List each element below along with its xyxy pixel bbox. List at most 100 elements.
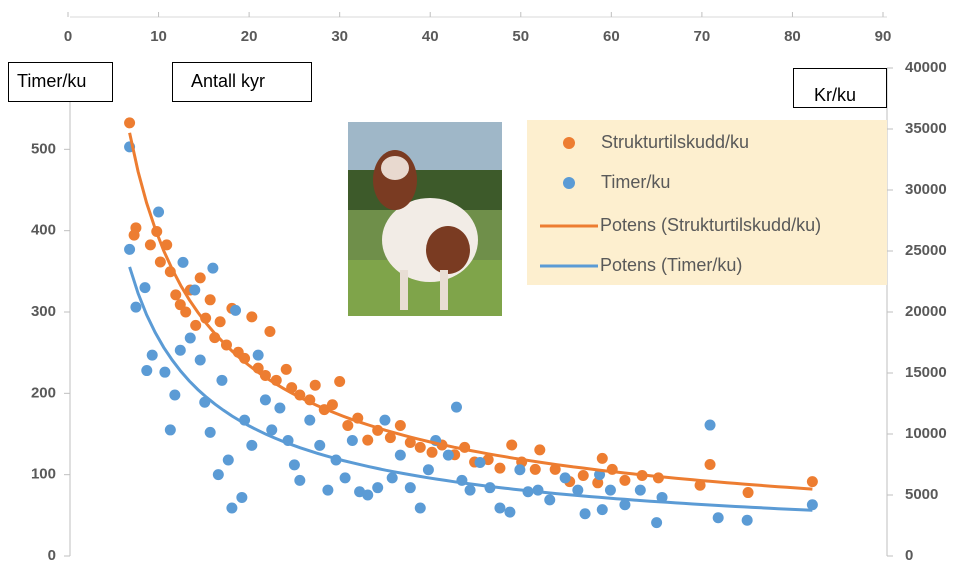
- legend-label: Potens (Timer/ku): [600, 255, 742, 275]
- point: [579, 508, 591, 520]
- point: [164, 424, 176, 436]
- point: [422, 464, 434, 476]
- point: [404, 482, 416, 494]
- point: [141, 365, 153, 377]
- point: [214, 316, 226, 328]
- point: [207, 262, 219, 274]
- point: [426, 446, 438, 458]
- point: [339, 472, 351, 484]
- point: [506, 439, 518, 451]
- point: [280, 363, 292, 375]
- point: [577, 469, 589, 481]
- point: [252, 349, 264, 361]
- point: [204, 426, 216, 438]
- y-tick-label: 300: [31, 303, 56, 320]
- point: [742, 487, 754, 499]
- y-tick-label: 500: [31, 140, 56, 157]
- y2-tick-label: 40000: [905, 59, 947, 76]
- point: [144, 239, 156, 251]
- y2-tick-label: 35000: [905, 120, 947, 137]
- point: [180, 306, 192, 318]
- point: [596, 504, 608, 516]
- point: [342, 419, 354, 431]
- point: [226, 502, 238, 514]
- point: [494, 462, 506, 474]
- x-axis-title-text: Antall kyr: [191, 71, 266, 91]
- point: [194, 272, 206, 284]
- point: [494, 502, 506, 514]
- y2-tick-label: 30000: [905, 181, 947, 198]
- point: [288, 459, 300, 471]
- point: [504, 506, 516, 518]
- point: [634, 484, 646, 496]
- point: [619, 474, 631, 486]
- y2-tick-label: 5000: [905, 486, 938, 503]
- y2-tick-label: 10000: [905, 425, 947, 442]
- legend-marker: [563, 137, 575, 149]
- point: [559, 472, 571, 484]
- y2-tick-label: 0: [905, 547, 913, 564]
- point: [549, 463, 561, 475]
- legend: Strukturtilskudd/ku Timer/ku Potens (Struk…: [527, 120, 887, 285]
- x-tick-label: 20: [241, 28, 258, 45]
- point: [304, 414, 316, 426]
- point: [379, 414, 391, 426]
- point: [264, 326, 276, 338]
- point: [694, 479, 706, 491]
- y2-tick-label: 25000: [905, 242, 947, 259]
- point: [704, 419, 716, 431]
- y2-tick-label: 15000: [905, 364, 947, 381]
- y-tick-label: 100: [31, 466, 56, 483]
- point: [236, 491, 248, 503]
- point: [544, 494, 556, 506]
- point: [394, 419, 406, 431]
- point: [170, 289, 182, 301]
- y-axis-title: Timer/ku: [8, 62, 113, 102]
- x-tick-label: 80: [784, 28, 801, 45]
- y-tick-label: 0: [48, 547, 56, 564]
- trendline: [128, 132, 813, 491]
- point: [712, 512, 724, 524]
- point: [266, 424, 278, 436]
- point: [194, 354, 206, 366]
- point: [246, 311, 258, 323]
- point: [596, 452, 608, 464]
- point: [174, 344, 186, 356]
- point: [146, 349, 158, 361]
- point: [322, 484, 334, 496]
- point: [184, 332, 196, 344]
- y-tick-label: 400: [31, 222, 56, 239]
- x-axis-title: Antall kyr: [172, 62, 312, 102]
- x-tick-label: 30: [331, 28, 348, 45]
- point: [529, 463, 541, 475]
- point: [619, 499, 631, 511]
- point: [334, 376, 346, 388]
- point: [259, 394, 271, 406]
- point: [442, 449, 454, 461]
- point: [212, 469, 224, 481]
- point: [274, 402, 286, 414]
- point: [704, 459, 716, 470]
- point: [326, 399, 338, 411]
- point: [362, 434, 374, 446]
- point: [362, 489, 374, 501]
- point: [216, 374, 228, 386]
- y-tick-label: 200: [31, 384, 56, 401]
- point: [741, 514, 753, 526]
- x-tick-label: 10: [150, 28, 167, 45]
- point: [169, 389, 181, 401]
- point: [189, 284, 201, 296]
- point: [222, 454, 234, 466]
- point: [656, 491, 668, 503]
- legend-label: Potens (Strukturtilskudd/ku): [600, 215, 821, 235]
- point: [514, 464, 526, 476]
- point: [130, 301, 142, 313]
- trendline: [128, 266, 813, 512]
- point: [139, 282, 151, 294]
- point: [414, 441, 426, 453]
- point: [572, 484, 584, 496]
- x-tick-label: 0: [64, 28, 72, 45]
- point: [394, 449, 406, 461]
- x-tick-label: 70: [694, 28, 711, 45]
